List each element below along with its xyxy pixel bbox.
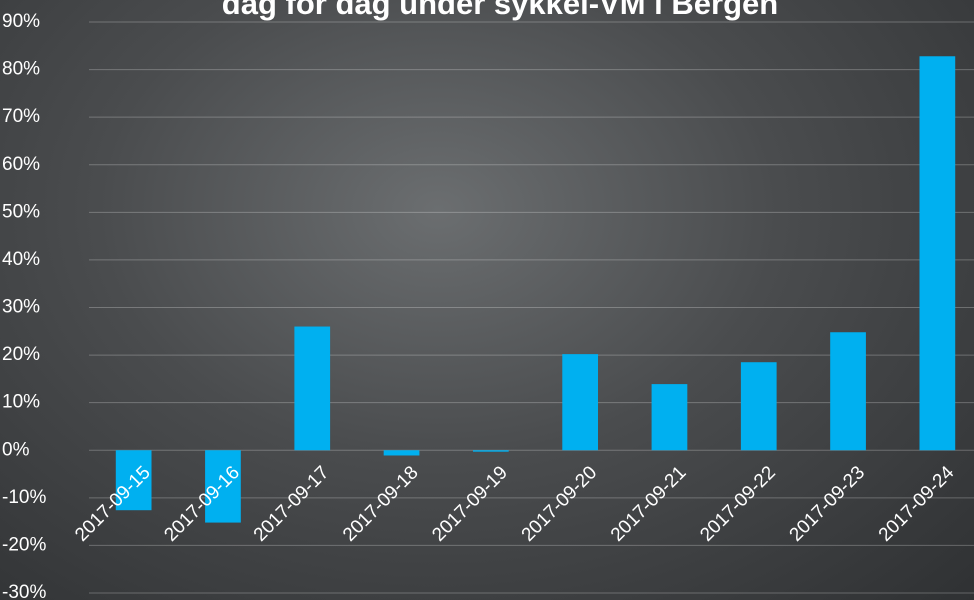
y-tick-label: 80% <box>2 59 40 80</box>
y-tick-label: 20% <box>2 344 40 365</box>
bar <box>384 450 420 455</box>
y-tick-label: -10% <box>2 487 46 508</box>
bar <box>919 56 955 450</box>
bar <box>830 332 866 450</box>
x-tick-label: 2017-09-20 <box>518 462 602 546</box>
y-tick-label: -20% <box>2 534 46 555</box>
y-tick-label: 90% <box>2 11 40 32</box>
y-tick-label: 0% <box>2 439 30 460</box>
x-tick-label: 2017-09-18 <box>339 462 423 546</box>
y-tick-label: 30% <box>2 297 40 318</box>
y-tick-label: -30% <box>2 582 46 600</box>
bar <box>473 450 509 451</box>
x-tick-label: 2017-09-22 <box>696 462 780 546</box>
bar <box>294 327 330 451</box>
bar <box>562 354 598 450</box>
x-tick-label: 2017-09-23 <box>786 462 870 546</box>
y-tick-label: 70% <box>2 106 40 127</box>
y-tick-label: 50% <box>2 201 40 222</box>
x-tick-label: 2017-09-21 <box>607 462 691 546</box>
x-tick-label: 2017-09-17 <box>250 462 334 546</box>
bar <box>652 384 688 450</box>
bar <box>741 362 777 450</box>
chart: dag for dag under sykkel-VM i Bergen -30… <box>0 0 974 600</box>
y-tick-label: 40% <box>2 249 40 270</box>
y-tick-label: 60% <box>2 154 40 175</box>
x-tick-label: 2017-09-19 <box>428 462 512 546</box>
chart-title: dag for dag under sykkel-VM i Bergen <box>222 0 778 21</box>
x-tick-label: 2017-09-24 <box>875 462 959 546</box>
y-tick-label: 10% <box>2 392 40 413</box>
